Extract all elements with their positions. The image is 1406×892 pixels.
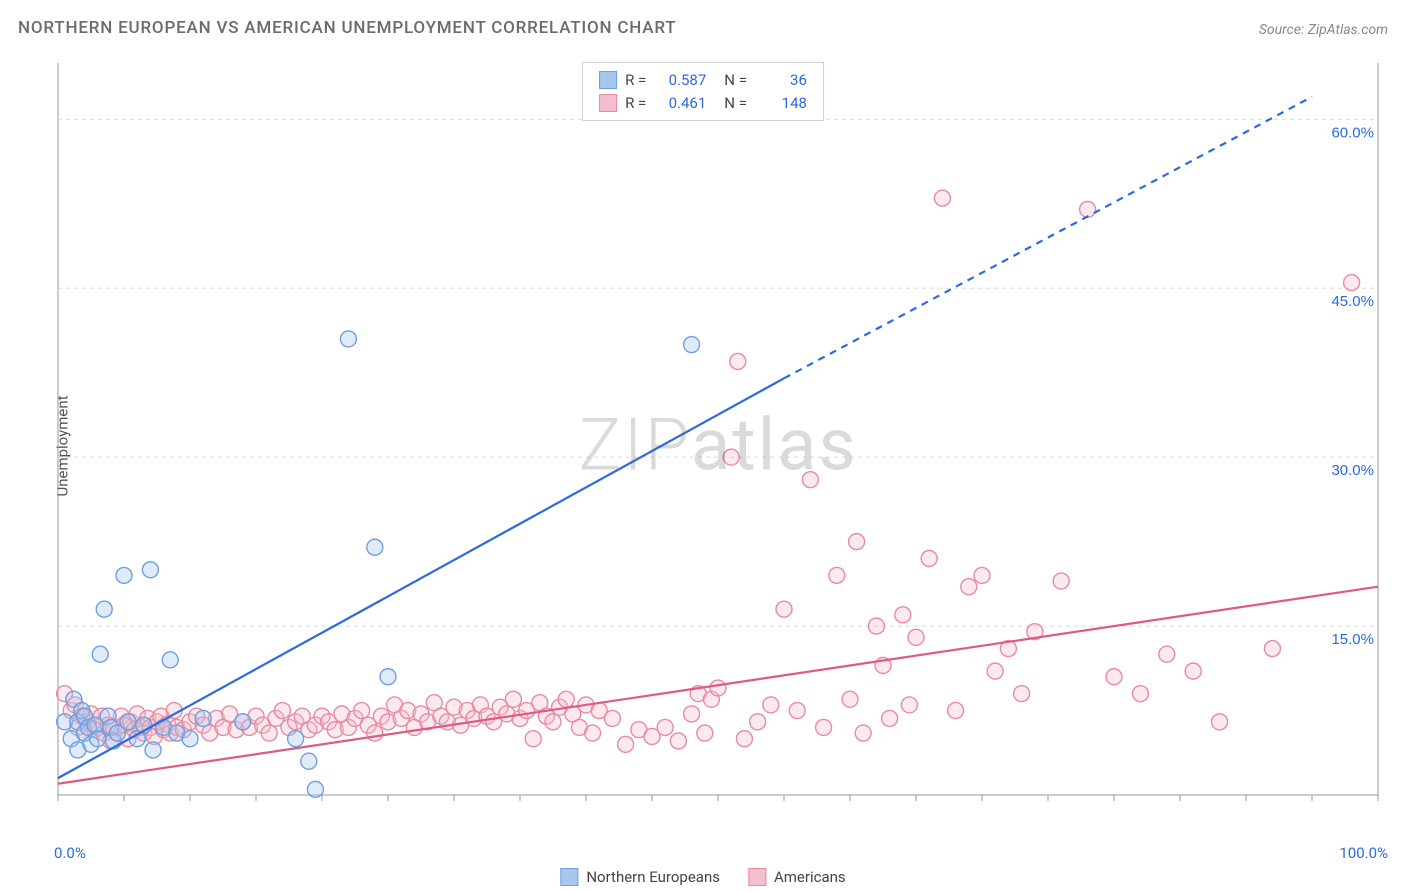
- legend-item-americans: Americans: [748, 868, 846, 886]
- legend-swatch-blue-2: [560, 868, 578, 886]
- legend-swatch-blue: [599, 71, 617, 89]
- legend-swatch-pink-2: [748, 868, 766, 886]
- svg-text:15.0%: 15.0%: [1331, 631, 1374, 648]
- chart-plot-area: 15.0%30.0%45.0%60.0% ZIPatlas: [50, 55, 1386, 835]
- x-axis-max-label: 100.0%: [1339, 844, 1388, 862]
- n-value-pink: 148: [757, 92, 807, 115]
- r-value-blue: 0.587: [656, 69, 706, 92]
- legend-row-blue: R = 0.587 N = 36: [599, 69, 807, 92]
- svg-text:60.0%: 60.0%: [1331, 124, 1374, 141]
- svg-text:30.0%: 30.0%: [1331, 462, 1374, 479]
- x-axis-min-label: 0.0%: [54, 844, 86, 862]
- legend-swatch-pink: [599, 94, 617, 112]
- svg-text:45.0%: 45.0%: [1331, 293, 1374, 310]
- series-legend: Northern Europeans Americans: [560, 868, 845, 886]
- chart-title: NORTHERN EUROPEAN VS AMERICAN UNEMPLOYME…: [18, 18, 676, 38]
- legend-row-pink: R = 0.461 N = 148: [599, 92, 807, 115]
- r-value-pink: 0.461: [656, 92, 706, 115]
- legend-label-pink: Americans: [774, 868, 846, 886]
- legend-label-blue: Northern Europeans: [586, 868, 720, 886]
- correlation-legend: R = 0.587 N = 36 R = 0.461 N = 148: [582, 62, 824, 121]
- source-attribution: Source: ZipAtlas.com: [1259, 22, 1388, 38]
- legend-item-northern-europeans: Northern Europeans: [560, 868, 720, 886]
- n-value-blue: 36: [757, 69, 807, 92]
